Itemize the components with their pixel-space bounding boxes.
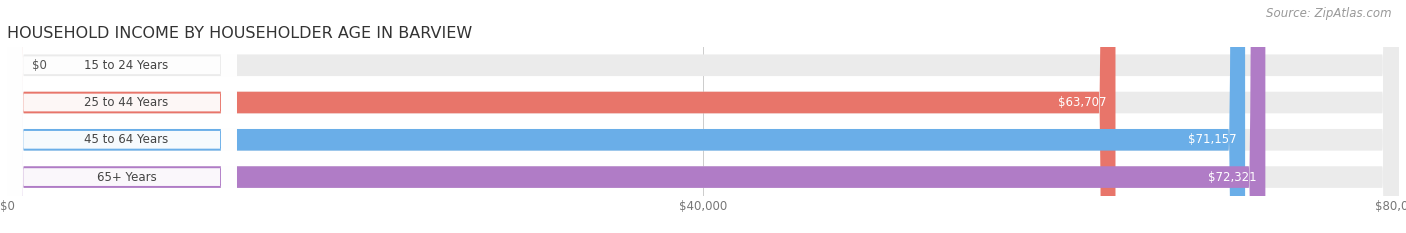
Text: $71,157: $71,157 bbox=[1188, 133, 1236, 146]
FancyBboxPatch shape bbox=[7, 0, 236, 233]
FancyBboxPatch shape bbox=[7, 0, 236, 233]
FancyBboxPatch shape bbox=[7, 0, 1399, 233]
Text: HOUSEHOLD INCOME BY HOUSEHOLDER AGE IN BARVIEW: HOUSEHOLD INCOME BY HOUSEHOLDER AGE IN B… bbox=[7, 26, 472, 41]
FancyBboxPatch shape bbox=[7, 0, 1265, 233]
FancyBboxPatch shape bbox=[7, 0, 1115, 233]
Text: $72,321: $72,321 bbox=[1208, 171, 1257, 184]
Text: 25 to 44 Years: 25 to 44 Years bbox=[84, 96, 169, 109]
Text: Source: ZipAtlas.com: Source: ZipAtlas.com bbox=[1267, 7, 1392, 20]
FancyBboxPatch shape bbox=[7, 0, 1399, 233]
FancyBboxPatch shape bbox=[7, 0, 236, 233]
Text: $0: $0 bbox=[32, 59, 46, 72]
FancyBboxPatch shape bbox=[7, 0, 1246, 233]
Text: $63,707: $63,707 bbox=[1059, 96, 1107, 109]
FancyBboxPatch shape bbox=[7, 0, 1399, 233]
Text: 65+ Years: 65+ Years bbox=[97, 171, 156, 184]
FancyBboxPatch shape bbox=[7, 0, 236, 233]
Text: 45 to 64 Years: 45 to 64 Years bbox=[84, 133, 169, 146]
FancyBboxPatch shape bbox=[7, 0, 1399, 233]
Text: 15 to 24 Years: 15 to 24 Years bbox=[84, 59, 169, 72]
